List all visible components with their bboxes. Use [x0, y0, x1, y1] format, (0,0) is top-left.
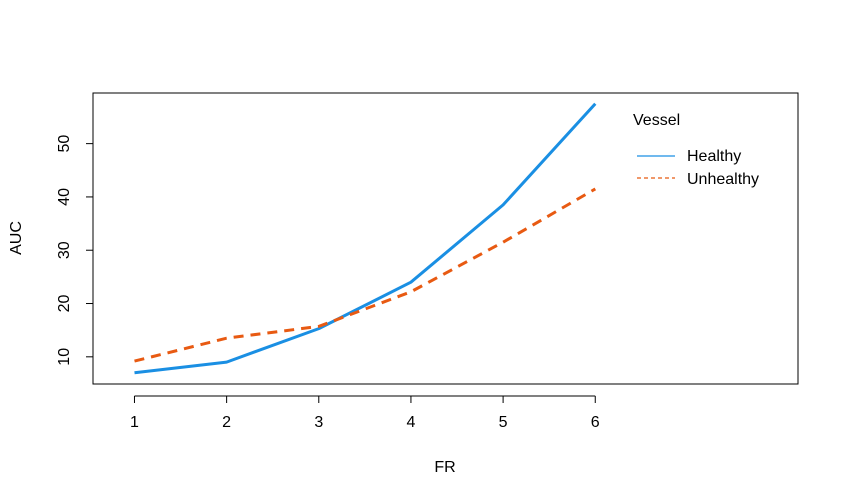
- x-tick-label: 1: [130, 414, 139, 431]
- y-tick-label: 20: [56, 295, 73, 313]
- x-axis-title: FR: [434, 459, 455, 476]
- x-tick-label: 5: [499, 414, 508, 431]
- y-tick-label: 40: [56, 188, 73, 206]
- y-tick-label: 30: [56, 241, 73, 259]
- y-tick-label: 50: [56, 135, 73, 153]
- legend-entry-unhealthy: Unhealthy: [687, 171, 759, 188]
- legend-entry-healthy: Healthy: [687, 148, 741, 165]
- x-tick-label: 2: [222, 414, 231, 431]
- x-tick-label: 4: [406, 414, 415, 431]
- x-tick-label: 3: [314, 414, 323, 431]
- series-layer: [134, 102, 597, 375]
- series-line-unhealthy: [134, 187, 597, 363]
- y-tick-label: 10: [56, 348, 73, 366]
- plot-frame: [92, 92, 799, 385]
- y-axis-title: AUC: [8, 221, 25, 255]
- series-line-healthy: [134, 102, 597, 375]
- y-axis: 10 20 30 40 50: [56, 135, 93, 366]
- x-tick-label: 6: [591, 414, 600, 431]
- x-axis: 1 2 3 4 5 6: [130, 395, 600, 431]
- legend-title: Vessel: [633, 112, 680, 129]
- legend: Vessel Healthy Unhealthy: [633, 112, 759, 188]
